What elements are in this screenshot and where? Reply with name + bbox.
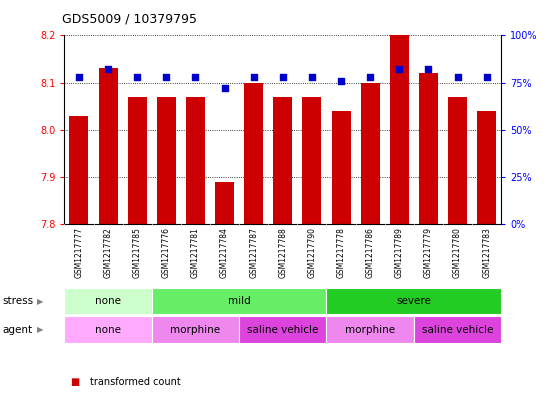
Text: GSM1217781: GSM1217781: [191, 227, 200, 278]
Bar: [152, 316, 239, 343]
Bar: [128, 97, 147, 224]
Bar: [419, 73, 438, 224]
Point: [220, 85, 229, 91]
Point: [424, 66, 433, 72]
Bar: [302, 97, 321, 224]
Text: transformed count: transformed count: [90, 377, 180, 387]
Point: [278, 74, 287, 80]
Point: [366, 74, 375, 80]
Point: [162, 74, 171, 80]
Point: [307, 74, 316, 80]
Bar: [361, 83, 380, 224]
Text: agent: agent: [3, 325, 33, 335]
Text: GSM1217776: GSM1217776: [162, 227, 171, 278]
Bar: [390, 35, 409, 224]
Point: [395, 66, 404, 72]
Text: GSM1217778: GSM1217778: [337, 227, 346, 278]
Text: GSM1217790: GSM1217790: [307, 227, 316, 278]
Text: GSM1217786: GSM1217786: [366, 227, 375, 278]
Bar: [414, 316, 501, 343]
Text: mild: mild: [228, 296, 250, 306]
Text: saline vehicle: saline vehicle: [422, 325, 493, 335]
Bar: [157, 97, 176, 224]
Text: GSM1217782: GSM1217782: [104, 227, 113, 278]
Text: stress: stress: [3, 296, 34, 306]
Bar: [99, 68, 118, 224]
Bar: [326, 288, 501, 314]
Text: GDS5009 / 10379795: GDS5009 / 10379795: [62, 13, 197, 26]
Bar: [332, 111, 351, 224]
Text: GSM1217780: GSM1217780: [453, 227, 462, 278]
Text: morphine: morphine: [170, 325, 221, 335]
Bar: [448, 97, 467, 224]
Point: [74, 74, 83, 80]
Bar: [64, 316, 152, 343]
Text: severe: severe: [396, 296, 431, 306]
Text: ■: ■: [70, 377, 80, 387]
Bar: [64, 288, 152, 314]
Bar: [273, 97, 292, 224]
Bar: [215, 182, 234, 224]
Bar: [69, 116, 88, 224]
Bar: [239, 316, 326, 343]
Point: [453, 74, 462, 80]
Point: [104, 66, 113, 72]
Text: GSM1217783: GSM1217783: [482, 227, 491, 278]
Text: GSM1217785: GSM1217785: [133, 227, 142, 278]
Text: ▶: ▶: [37, 297, 44, 305]
Text: none: none: [95, 325, 121, 335]
Text: GSM1217784: GSM1217784: [220, 227, 229, 278]
Point: [249, 74, 258, 80]
Point: [337, 77, 346, 84]
Text: GSM1217777: GSM1217777: [74, 227, 83, 278]
Point: [482, 74, 491, 80]
Bar: [186, 97, 205, 224]
Text: none: none: [95, 296, 121, 306]
Text: GSM1217789: GSM1217789: [395, 227, 404, 278]
Text: GSM1217788: GSM1217788: [278, 227, 287, 278]
Text: ▶: ▶: [37, 325, 44, 334]
Text: saline vehicle: saline vehicle: [247, 325, 319, 335]
Text: GSM1217787: GSM1217787: [249, 227, 258, 278]
Point: [191, 74, 200, 80]
Text: morphine: morphine: [345, 325, 395, 335]
Text: GSM1217779: GSM1217779: [424, 227, 433, 278]
Bar: [244, 83, 263, 224]
Bar: [477, 111, 496, 224]
Bar: [326, 316, 414, 343]
Point: [133, 74, 142, 80]
Bar: [152, 288, 326, 314]
